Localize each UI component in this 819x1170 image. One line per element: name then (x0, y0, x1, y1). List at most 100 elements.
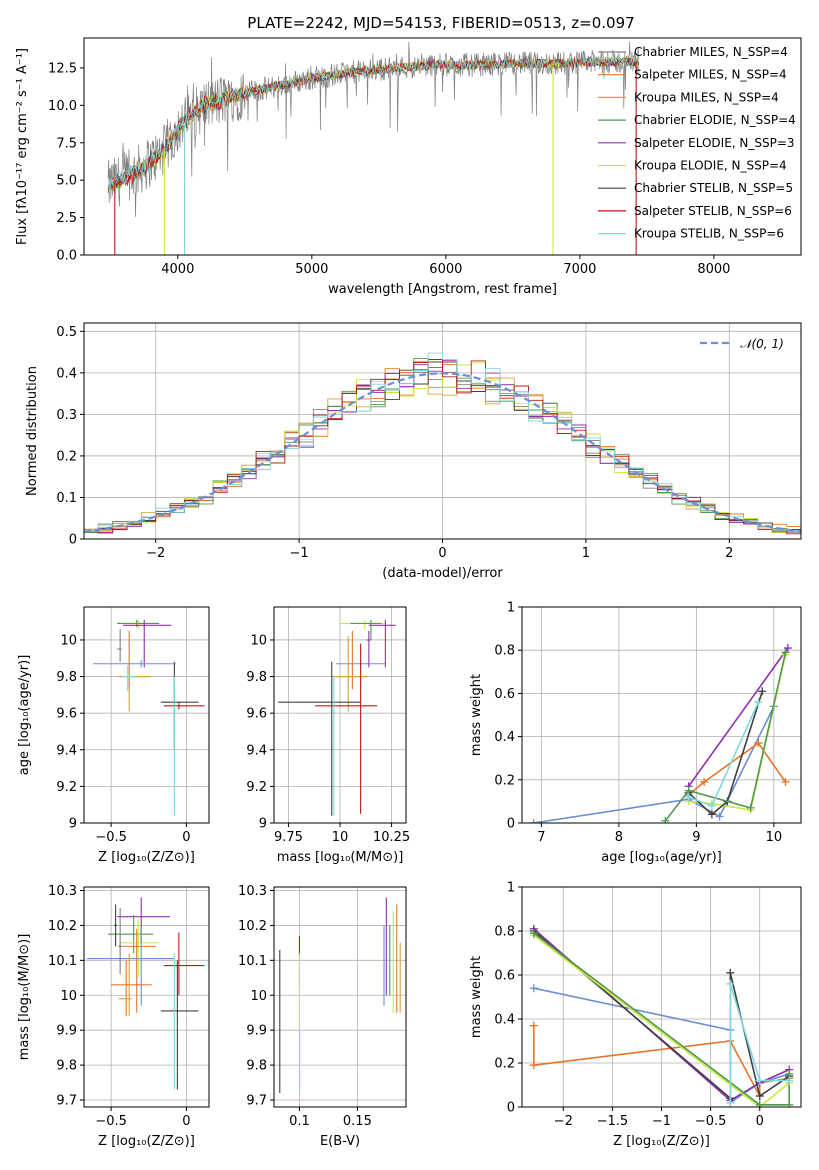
y-tick-label: 9.9 (246, 1024, 267, 1039)
x-tick-label: 4000 (161, 262, 194, 277)
series-line (688, 654, 787, 811)
axes-frame (83, 37, 802, 256)
y-tick-label: 10.3 (48, 884, 77, 899)
series-line (687, 647, 789, 787)
x-axis-label: E(B-V) (320, 1134, 360, 1149)
y-axis-label: mass weight (469, 674, 484, 756)
errorbar-point (117, 628, 122, 662)
errorbar-point (278, 661, 361, 816)
x-tick-label: −2 (554, 1114, 573, 1129)
y-tick-label: 9.4 (246, 743, 267, 758)
x-tick-label: 9.75 (274, 830, 303, 845)
legend-entry: Salpeter MILES, N_SSP=4 (634, 68, 787, 82)
series-marker (746, 803, 755, 812)
y-tick-label: 0.8 (494, 644, 515, 659)
errorbar-point (172, 676, 176, 816)
series-marker (785, 1076, 794, 1085)
errorbar-point (331, 676, 336, 816)
y-tick-label: 10 (250, 633, 267, 648)
y-tick-label: 0.2 (494, 1057, 515, 1072)
y-axis-label: Flux [fλ10⁻¹⁷ erg cm⁻² s⁻¹ A⁻¹] (15, 48, 30, 245)
panel-age_vs_mass: 9.75 10 10.25 9 9.2 9.4 9.6 9.8 10 mass [log₁₀(M/… (246, 606, 410, 865)
errorbar-point (120, 918, 160, 978)
series-line (533, 934, 790, 1107)
x-tick-label: 9 (692, 830, 700, 845)
y-axis-label: mass [log₁₀(M/M⊙)] (17, 934, 32, 1061)
axes-frame (83, 886, 210, 1108)
errorbar-point (111, 960, 152, 1017)
y-tick-label: 0.0 (56, 249, 77, 264)
x-tick-label: 0.15 (343, 1114, 372, 1129)
y-tick-label: 9 (69, 817, 77, 832)
spectrum-model-line (107, 56, 640, 194)
errorbar-group (278, 619, 396, 816)
y-tick-label: 9.6 (246, 707, 267, 722)
errorbar-point (118, 928, 157, 1013)
y-tick-label: 10.1 (238, 954, 267, 969)
x-axis-label: (data-model)/error (382, 566, 503, 581)
y-tick-label: 0 (507, 1101, 515, 1116)
errorbar-point (114, 904, 118, 947)
panel-age_vs_Z: −0.5 0 9 9.2 9.4 9.6 9.8 10 Z [log₁₀(Z/Z⊙)] age [… (17, 606, 210, 865)
y-tick-label: 0.6 (494, 969, 515, 984)
errorbar-point (93, 660, 176, 668)
series-marker (758, 687, 767, 696)
panel-weight_vs_age: 7 8 9 10 0 0.2 0.4 0.6 0.8 1 age [log₁₀(age/yr)] ma… (469, 601, 802, 865)
series-marker (726, 979, 735, 988)
axes-frame (521, 886, 802, 1108)
x-tick-label: 0 (438, 546, 446, 561)
y-tick-label: 10 (60, 989, 77, 1004)
y-axis-label: mass weight (469, 956, 484, 1038)
x-axis-label: age [log₁₀(age/yr)] (601, 850, 722, 865)
series-marker (754, 698, 763, 707)
y-tick-label: 9.8 (56, 670, 77, 685)
y-tick-label: 10.3 (238, 884, 267, 899)
axes-frame (273, 606, 407, 824)
y-tick-label: 0 (69, 533, 77, 548)
y-tick-label: 12.5 (48, 61, 77, 76)
y-tick-label: 0.2 (56, 449, 77, 464)
series-line (688, 701, 760, 807)
series-marker (781, 777, 790, 786)
series-line (729, 983, 790, 1103)
x-tick-label: −2 (146, 546, 165, 561)
series-group (529, 924, 794, 1107)
legend-entry: Kroupa MILES, N_SSP=4 (634, 90, 779, 104)
errorbar-point (163, 932, 205, 996)
axes-frame (83, 606, 210, 824)
series-group (529, 644, 792, 823)
errorbar-point (350, 619, 382, 640)
errorbar-group (93, 619, 205, 816)
y-tick-label: 9.9 (56, 1024, 77, 1039)
errorbar-point (366, 630, 371, 668)
series-marker (529, 1021, 538, 1030)
x-tick-label: 7000 (563, 262, 596, 277)
series-marker (755, 1100, 764, 1107)
x-tick-label: 6000 (429, 262, 462, 277)
series-marker (726, 1098, 735, 1107)
errorbar-group (87, 897, 205, 1090)
panel-mass_vs_Z: −0.5 0 9.7 9.8 9.9 10 10.1 10.2 10.3 Z [log₁₀(Z/Z… (17, 884, 210, 1149)
y-tick-label: 1 (507, 601, 515, 616)
errorbar-point (118, 907, 122, 975)
y-tick-label: 0.4 (56, 366, 77, 381)
y-tick-label: 1 (507, 881, 515, 896)
x-tick-label: 0 (182, 1114, 190, 1129)
y-tick-label: 0.6 (494, 687, 515, 702)
y-axis-label: Normed distribution (25, 366, 40, 496)
errorbar-point (117, 897, 170, 943)
series-marker (754, 739, 763, 748)
axes-frame (83, 322, 802, 540)
y-tick-label: 9.7 (246, 1094, 267, 1109)
x-tick-label: −0.5 (95, 1114, 127, 1129)
errorbar-point (368, 619, 396, 668)
errorbar-point (117, 619, 160, 628)
errorbar-point (315, 643, 378, 814)
errorbar-group (279, 897, 401, 1094)
series-line (533, 932, 790, 1106)
y-tick-label: 0.4 (494, 730, 515, 745)
y-tick-label: 9.6 (56, 707, 77, 722)
errorbar-point (331, 636, 365, 712)
y-tick-label: 10 (250, 989, 267, 1004)
